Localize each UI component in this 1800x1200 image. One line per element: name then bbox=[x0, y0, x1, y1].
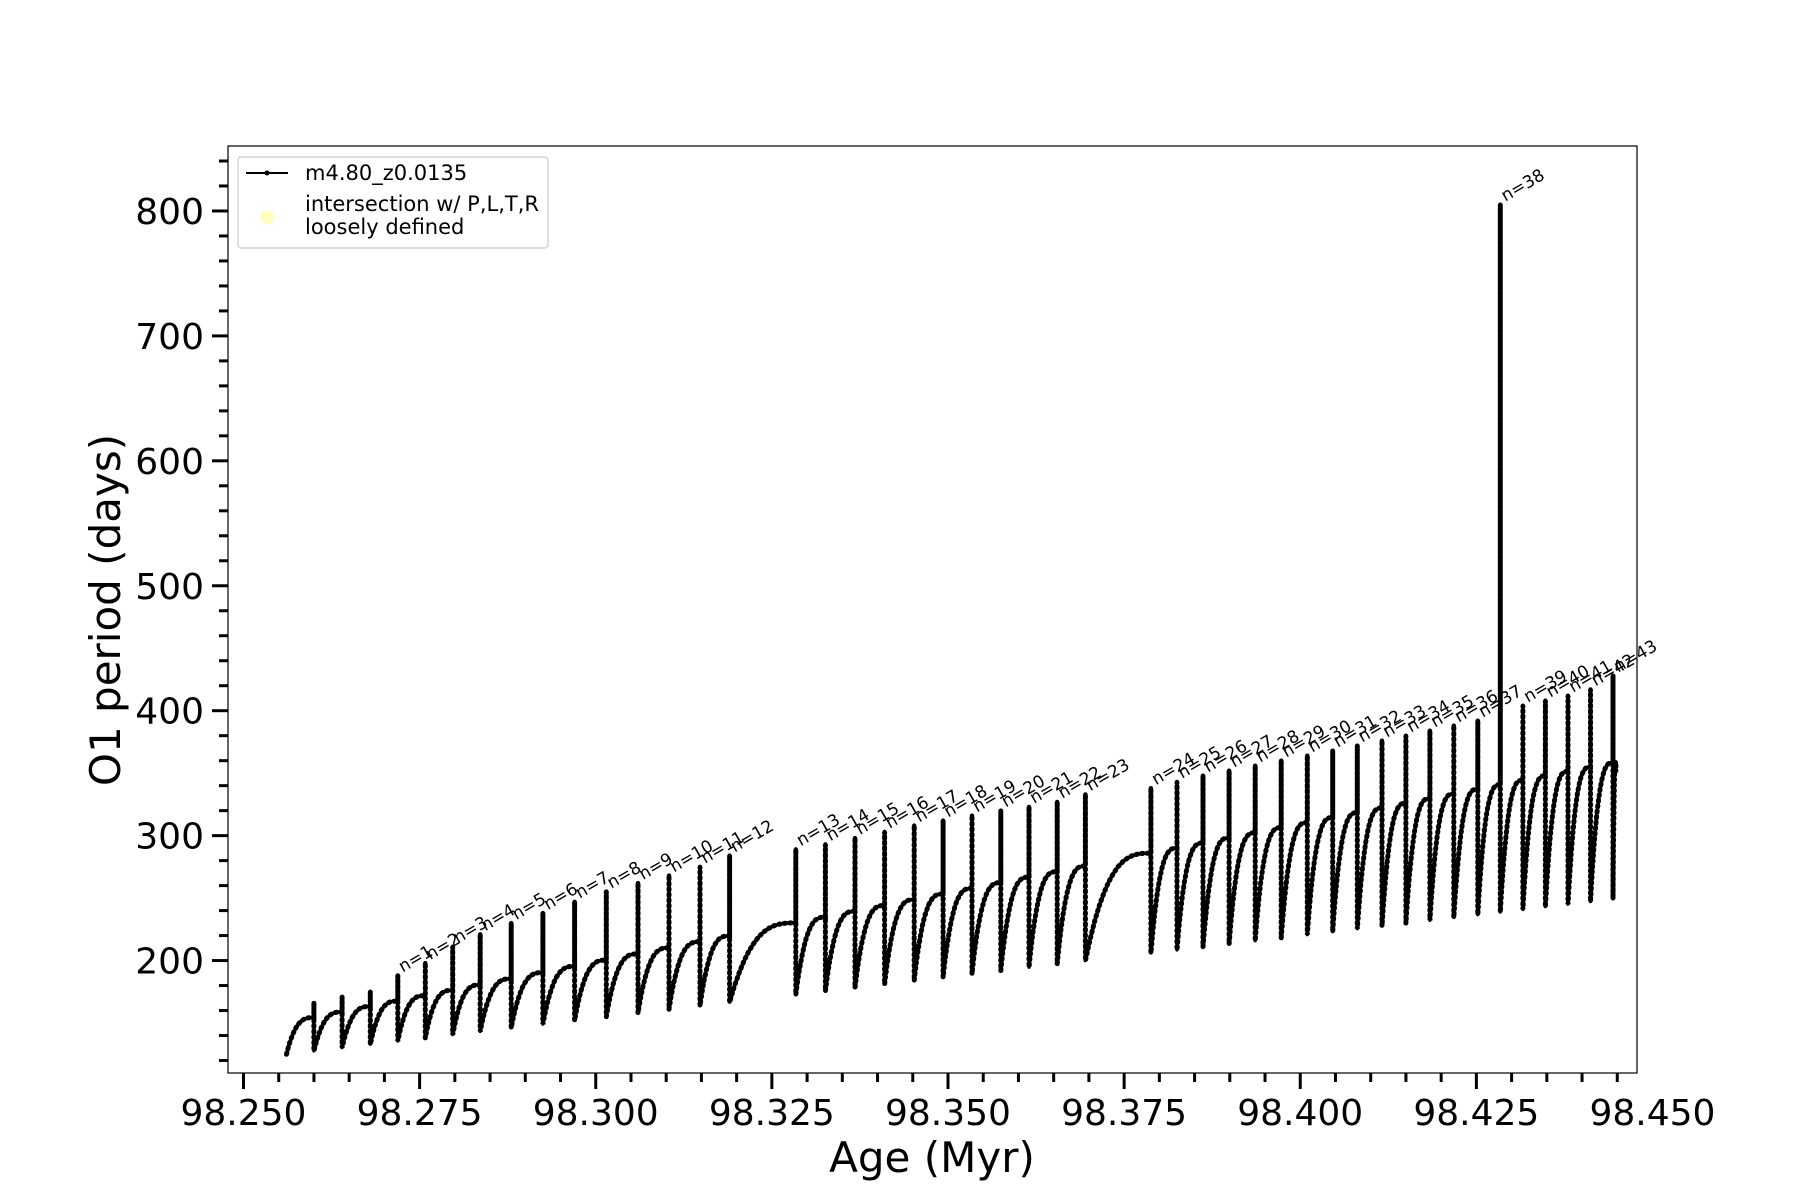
pulse-peak-point bbox=[666, 873, 672, 878]
x-tick-label: 98.250 bbox=[181, 1093, 307, 1134]
pulse-peak-point bbox=[1083, 792, 1088, 797]
x-tick-label: 98.300 bbox=[533, 1093, 659, 1134]
pulse-peak-point bbox=[1026, 804, 1032, 810]
pulse-peak-point bbox=[1174, 779, 1180, 785]
pulse-peak-point bbox=[635, 880, 641, 886]
pulse-peak-point bbox=[423, 960, 428, 966]
pulse-peak-point bbox=[1498, 202, 1503, 207]
pulse-peak-point bbox=[572, 899, 577, 905]
legend: m4.80_z0.0135 intersection w/ P,L,T,R loo… bbox=[237, 156, 549, 249]
pulse-peak-point bbox=[395, 973, 400, 978]
pulse-peak-point bbox=[509, 920, 514, 926]
x-axis: 98.250 98.275 98.300 98.325 98.350 98.375 98.4… bbox=[181, 1073, 1716, 1134]
pulse-annotation: n=38 bbox=[1498, 165, 1548, 206]
pulse-peak-point bbox=[793, 847, 799, 852]
legend-dot-marker bbox=[264, 170, 270, 176]
pulse-peak-point bbox=[1427, 728, 1433, 733]
pulse-peak-point bbox=[1054, 799, 1060, 805]
pulse-peak-point bbox=[969, 813, 975, 818]
x-tick-label: 98.350 bbox=[885, 1093, 1011, 1134]
series-markers bbox=[284, 204, 1619, 1057]
pulse-peak-point bbox=[727, 853, 732, 858]
pulse-annotation: n=23 bbox=[1083, 755, 1133, 796]
pulse-peak-point bbox=[1588, 687, 1593, 692]
pulse-peak-point bbox=[940, 818, 946, 823]
y-tick-label: 400 bbox=[135, 692, 204, 733]
pulse-peak-point bbox=[1543, 698, 1548, 703]
plot-frame bbox=[227, 145, 1638, 1074]
pulse-peak-point bbox=[1200, 773, 1206, 778]
legend-intersection-marker bbox=[260, 210, 274, 224]
pulse-peak-point bbox=[1148, 785, 1154, 791]
pulse-peak-point bbox=[1520, 703, 1526, 708]
pulse-peak-point bbox=[450, 944, 455, 950]
pulse-peak-point bbox=[1252, 763, 1258, 768]
pulse-peak-point bbox=[998, 808, 1004, 813]
y-tick-label: 800 bbox=[135, 192, 204, 233]
pulse-peak-point bbox=[1226, 768, 1232, 773]
x-tick-label: 98.325 bbox=[709, 1093, 835, 1134]
pulse-peak-point bbox=[1565, 693, 1571, 698]
pulse-peak-point bbox=[1330, 748, 1335, 753]
pulse-peak-point bbox=[1475, 718, 1480, 723]
pulse-peak-point bbox=[1279, 758, 1284, 763]
pulse-peak-point bbox=[823, 842, 828, 847]
y-tick-label: 200 bbox=[135, 942, 204, 983]
pulse-peak-point bbox=[882, 829, 887, 835]
legend-series-label: m4.80_z0.0135 bbox=[305, 161, 467, 186]
legend-intersection-label: intersection w/ P,L,T,R loosely defined bbox=[305, 192, 539, 239]
pulse-annotation: n=43 bbox=[1611, 636, 1661, 677]
x-tick-label: 98.425 bbox=[1413, 1093, 1539, 1134]
x-tick-label: 98.450 bbox=[1590, 1093, 1716, 1134]
x-tick-label: 98.275 bbox=[357, 1093, 483, 1134]
pulse-peak-point bbox=[697, 864, 703, 870]
y-axis-label: O1 period (days) bbox=[81, 434, 130, 786]
pulse-peak-point bbox=[1305, 753, 1310, 758]
y-tick-label: 300 bbox=[135, 817, 204, 858]
pulse-peak-point bbox=[852, 835, 858, 841]
pulse-peak-point bbox=[1355, 743, 1360, 748]
pulse-annotation: n=12 bbox=[727, 816, 777, 857]
pulse-peak-point bbox=[478, 932, 483, 937]
x-axis-label: Age (Myr) bbox=[829, 1133, 1035, 1182]
y-tick-label: 600 bbox=[135, 442, 204, 483]
x-tick-label: 98.400 bbox=[1237, 1093, 1363, 1134]
series-layer bbox=[284, 202, 1619, 1057]
pulse-peak-point bbox=[1403, 733, 1409, 738]
y-tick-label: 500 bbox=[135, 567, 204, 608]
pulse-peak-point bbox=[1451, 723, 1457, 728]
pulse-peak-point bbox=[540, 910, 546, 916]
pulse-peak-point bbox=[911, 823, 917, 828]
pulse-peak-point bbox=[604, 889, 609, 895]
legend-box bbox=[237, 156, 549, 249]
pulse-peak-point bbox=[1379, 738, 1385, 743]
y-axis: 200 300 400 500 600 700 800 bbox=[135, 159, 228, 1063]
pulse-peak-point bbox=[1610, 673, 1616, 678]
y-tick-label: 700 bbox=[135, 317, 204, 358]
x-tick-label: 98.375 bbox=[1061, 1093, 1187, 1134]
